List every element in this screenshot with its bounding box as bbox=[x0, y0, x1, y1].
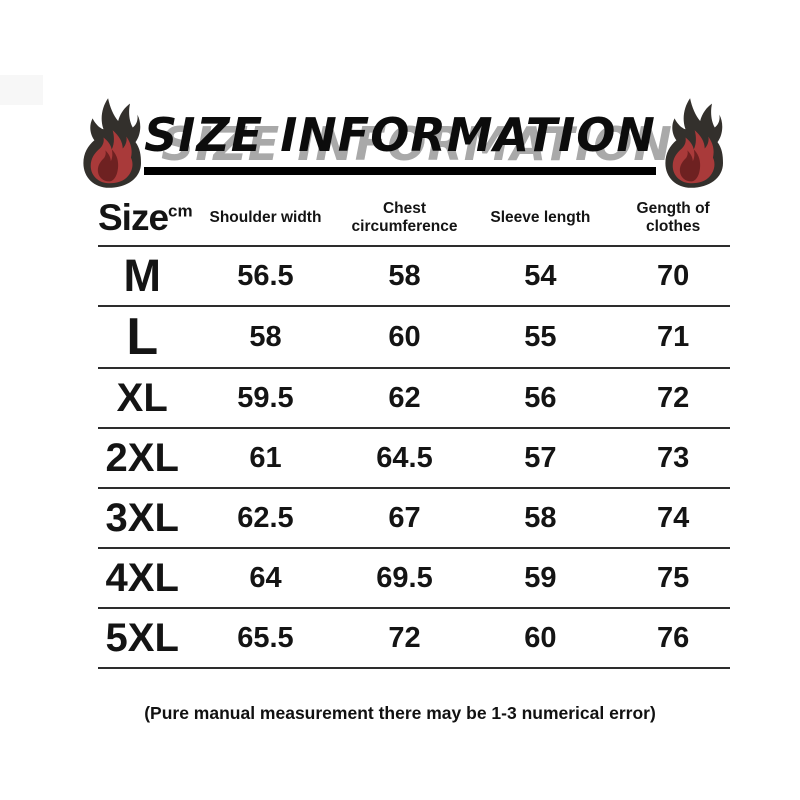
flame-core-shape bbox=[98, 149, 119, 182]
table-header-row: Sizecm Shoulder width Chest circumferenc… bbox=[98, 190, 730, 247]
value-cell: 60 bbox=[464, 608, 617, 669]
column-header-chest-circumference: Chest circumference bbox=[344, 190, 465, 247]
value-cell: 71 bbox=[616, 306, 730, 369]
value-cell: 64 bbox=[186, 548, 345, 609]
value-cell: 60 bbox=[344, 306, 465, 369]
title-shadow-text: SIZE INFORMATION bbox=[161, 117, 673, 172]
value-cell: 59.5 bbox=[186, 368, 345, 429]
size-cell: 5XL bbox=[98, 608, 187, 669]
size-cell: 2XL bbox=[98, 428, 187, 489]
value-cell: 54 bbox=[464, 246, 617, 307]
size-cell: XL bbox=[98, 368, 187, 429]
column-header-sleeve-length: Sleeve length bbox=[464, 190, 617, 247]
page-title: SIZE INFORMATION SIZE INFORMATION bbox=[144, 107, 672, 175]
value-cell: 74 bbox=[616, 488, 730, 549]
value-cell: 64.5 bbox=[344, 428, 465, 489]
table-row: 3XL 62.5 67 58 74 bbox=[98, 488, 730, 549]
size-column-header: Sizecm bbox=[98, 190, 193, 247]
value-cell: 72 bbox=[616, 368, 730, 429]
table-row: XL 59.5 62 56 72 bbox=[98, 368, 730, 429]
table-row: L 58 60 55 71 bbox=[98, 306, 730, 369]
flame-icon-right bbox=[659, 96, 723, 190]
size-cell: 3XL bbox=[98, 488, 187, 549]
value-cell: 58 bbox=[186, 306, 345, 369]
title-section: SIZE INFORMATION SIZE INFORMATION bbox=[0, 92, 800, 190]
size-cell: L bbox=[98, 306, 187, 369]
value-cell: 56 bbox=[464, 368, 617, 429]
size-cell: 4XL bbox=[98, 548, 187, 609]
background-artifact bbox=[0, 75, 43, 105]
value-cell: 73 bbox=[616, 428, 730, 489]
size-table: Sizecm Shoulder width Chest circumferenc… bbox=[98, 190, 730, 669]
table-row: 4XL 64 69.5 59 75 bbox=[98, 548, 730, 609]
value-cell: 58 bbox=[344, 246, 465, 307]
value-cell: 76 bbox=[616, 608, 730, 669]
size-header-label: Size bbox=[98, 196, 169, 238]
flame-core-shape bbox=[679, 149, 700, 182]
title-underline bbox=[144, 166, 656, 175]
value-cell: 70 bbox=[616, 246, 730, 307]
footer-note: (Pure manual measurement there may be 1-… bbox=[144, 703, 656, 723]
value-cell: 72 bbox=[344, 608, 465, 669]
value-cell: 75 bbox=[616, 548, 730, 609]
value-cell: 56.5 bbox=[186, 246, 345, 307]
value-cell: 59 bbox=[464, 548, 617, 609]
table-row: 5XL 65.5 72 60 76 bbox=[98, 608, 730, 669]
column-header-length-of-clothes: Gength of clothes bbox=[616, 190, 730, 247]
value-cell: 65.5 bbox=[186, 608, 345, 669]
value-cell: 58 bbox=[464, 488, 617, 549]
value-cell: 61 bbox=[186, 428, 345, 489]
column-header-shoulder-width: Shoulder width bbox=[186, 190, 345, 247]
size-cell: M bbox=[98, 246, 187, 307]
value-cell: 62 bbox=[344, 368, 465, 429]
flame-icon-left bbox=[77, 96, 142, 190]
value-cell: 67 bbox=[344, 488, 465, 549]
value-cell: 69.5 bbox=[344, 548, 465, 609]
unit-label: cm bbox=[168, 201, 193, 221]
value-cell: 55 bbox=[464, 306, 617, 369]
table-row: 2XL 61 64.5 57 73 bbox=[98, 428, 730, 489]
value-cell: 62.5 bbox=[186, 488, 345, 549]
table-row: M 56.5 58 54 70 bbox=[98, 246, 730, 307]
title-text: SIZE INFORMATION bbox=[144, 108, 656, 163]
value-cell: 57 bbox=[464, 428, 617, 489]
